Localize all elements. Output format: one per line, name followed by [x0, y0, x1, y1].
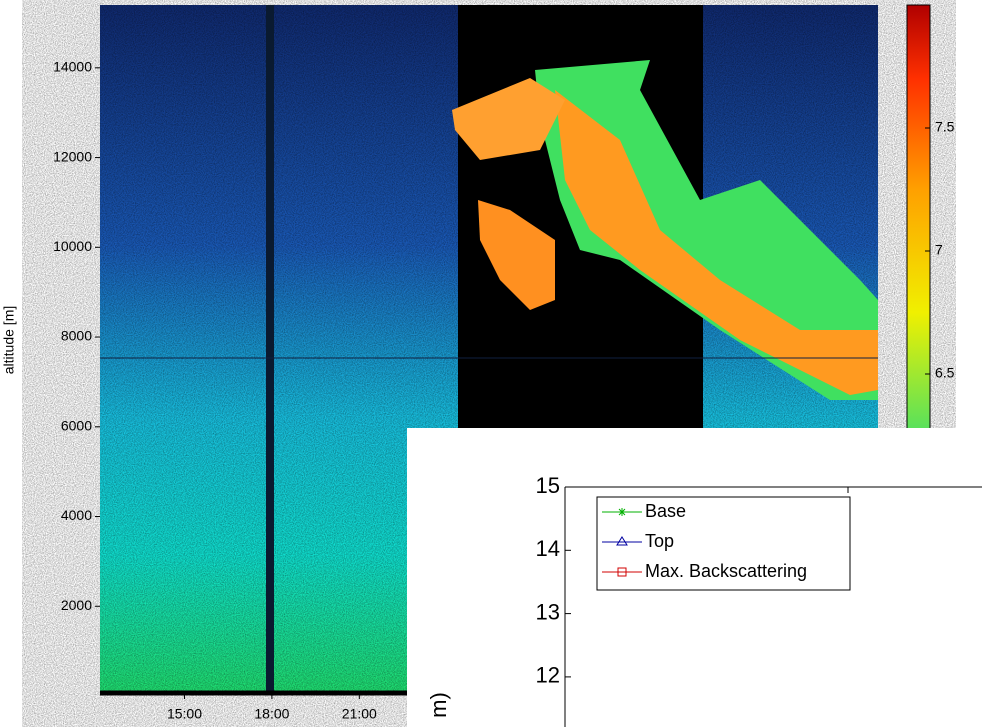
y-tick-label: 12000	[53, 148, 92, 164]
legend-label: Top	[645, 531, 674, 551]
y-tick-label: 13	[536, 599, 560, 624]
y-tick-label: 15	[536, 473, 560, 498]
colorbar-tick-label: 7.5	[935, 119, 955, 135]
legend-label: Max. Backscattering	[645, 561, 807, 581]
x-tick-label: 21:00	[342, 706, 377, 722]
y-tick-label: 2000	[61, 597, 92, 613]
y-tick-label: 4000	[61, 507, 92, 523]
x-tick-label: 15:00	[167, 706, 202, 722]
y-tick-label: 14000	[53, 59, 92, 75]
y-tick-label: 14	[536, 536, 560, 561]
y-tick-label: 12	[536, 663, 560, 688]
y-tick-label: 8000	[61, 328, 92, 344]
heatmap-image	[100, 5, 878, 696]
y-axis-label: altitude [m]	[1, 306, 17, 374]
y-tick-label: 6000	[61, 417, 92, 433]
legend-marker	[616, 536, 628, 546]
legend-marker	[617, 567, 627, 577]
colorbar-tick-label: 6.5	[935, 365, 955, 381]
legend-label: Base	[645, 501, 686, 521]
x-tick-label: 18:00	[254, 706, 289, 722]
colorbar-tick-label: 7	[935, 242, 943, 258]
y-tick-label: 10000	[53, 238, 92, 254]
legend-marker	[618, 508, 626, 516]
y-axis-label: m)	[426, 692, 451, 718]
